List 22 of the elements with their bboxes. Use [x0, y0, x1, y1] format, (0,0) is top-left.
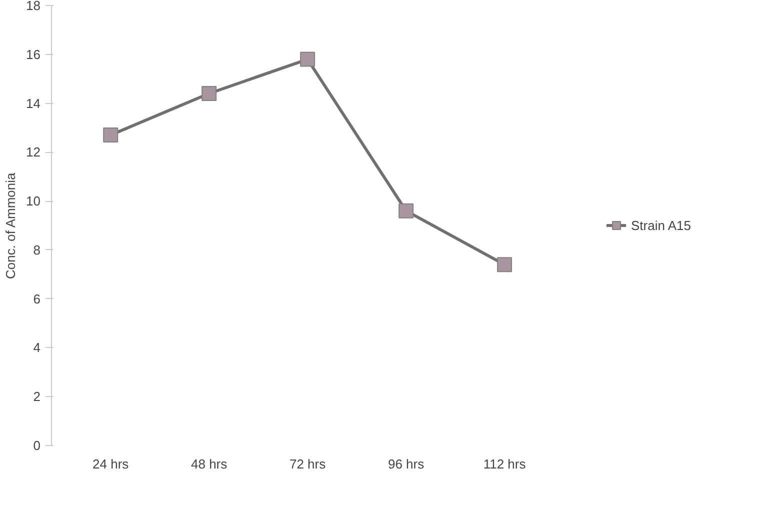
x-tick-label: 96 hrs	[388, 456, 425, 472]
point	[300, 52, 316, 67]
legend-label: Strain A15	[631, 218, 691, 232]
point	[103, 128, 118, 143]
x-tick-label: 48 hrs	[191, 456, 228, 472]
y-tick-label: 8	[33, 242, 41, 258]
y-tick-label: 12	[26, 144, 41, 160]
y-tick-label: 2	[33, 389, 41, 404]
y-tick-label: 6	[33, 291, 41, 306]
y-tick-label: 16	[26, 46, 41, 62]
y-axis-title: Conc. of Ammonia	[3, 172, 18, 279]
point	[202, 86, 217, 101]
y-tick-label: 0	[33, 438, 41, 453]
y-tick-label: 14	[26, 96, 41, 111]
y-tick-label: 18	[26, 0, 41, 13]
x-tick-label: 72 hrs	[289, 456, 326, 472]
x-tick-label: 24 hrs	[92, 456, 130, 472]
x-tick-label: 112 hrs	[483, 456, 526, 472]
y-tick-label: 10	[26, 194, 41, 209]
point	[497, 257, 512, 272]
y-tick-label: 4	[33, 340, 41, 356]
point	[398, 203, 414, 218]
